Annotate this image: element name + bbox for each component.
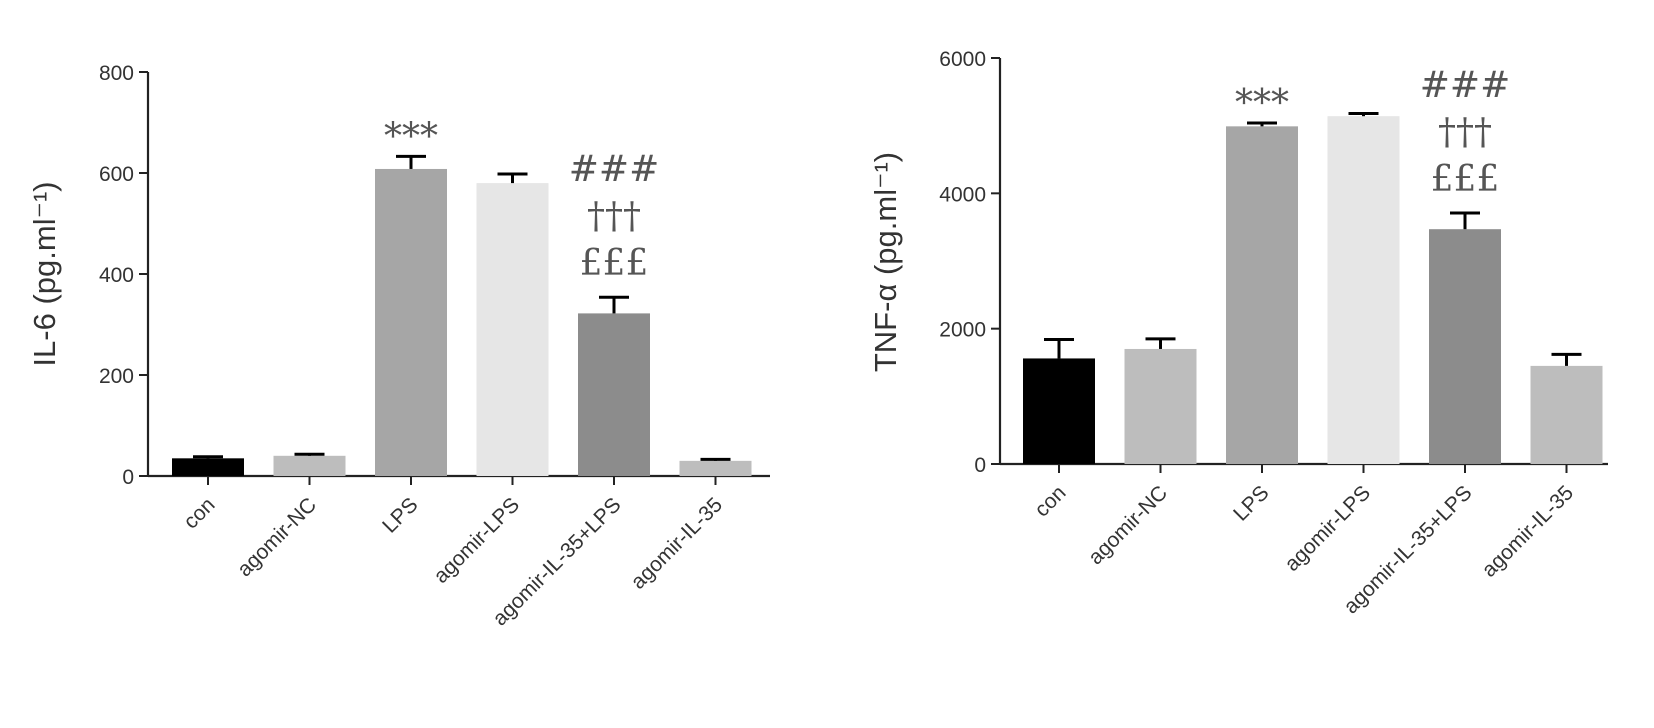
y-tick-label: 800 bbox=[99, 62, 134, 85]
bar-agomir-nc bbox=[273, 455, 346, 476]
bar-con bbox=[1023, 358, 1095, 464]
significance-marker: £££ bbox=[1431, 159, 1500, 200]
y-tick-label: 400 bbox=[99, 264, 134, 287]
y-axis-title: IL-6 (pg.ml⁻¹) bbox=[27, 181, 62, 366]
bar-con bbox=[172, 458, 244, 476]
x-category-label: agomir-IL-35 bbox=[1478, 481, 1578, 581]
x-category-label: agomir-NC bbox=[1084, 481, 1172, 569]
bar-agomir-nc bbox=[1124, 348, 1197, 464]
bar-agomir-il-35-lps bbox=[1429, 229, 1501, 464]
x-category-label: con bbox=[179, 493, 219, 533]
y-tick-label: 0 bbox=[974, 454, 986, 477]
bar-lps bbox=[375, 168, 447, 476]
bar-agomir-il-35-lps bbox=[578, 313, 650, 476]
chart-panel-1: 0 200 400 600 800 IL-6 (pg.ml⁻¹) con agomir-NC L… bbox=[27, 62, 770, 630]
bar-agomir-lps bbox=[1327, 116, 1400, 465]
significance-marker: ††† bbox=[587, 196, 641, 237]
x-category-label: agomir-LPS bbox=[1280, 481, 1375, 576]
bar-agomir-il-35 bbox=[1530, 365, 1603, 464]
bar-agomir-lps bbox=[476, 183, 549, 476]
significance-marker: ### bbox=[569, 149, 660, 190]
x-category-label: agomir-NC bbox=[233, 493, 321, 581]
bar-agomir-il-35 bbox=[679, 460, 752, 476]
y-axis-title: TNF-α (pg.ml⁻¹) bbox=[868, 152, 903, 372]
x-category-label: LPS bbox=[1229, 481, 1273, 525]
y-tick-label: 2000 bbox=[939, 319, 986, 342]
x-category-label: con bbox=[1030, 481, 1070, 521]
y-tick-label: 6000 bbox=[939, 48, 986, 71]
x-category-label: agomir-IL-35 bbox=[627, 493, 727, 593]
significance-marker: ††† bbox=[1438, 112, 1492, 153]
significance-marker: *** bbox=[1235, 83, 1289, 124]
x-category-label: LPS bbox=[378, 493, 422, 537]
y-tick-label: 4000 bbox=[939, 183, 986, 206]
y-tick-label: 600 bbox=[99, 163, 134, 186]
x-category-label: agomir-LPS bbox=[429, 493, 524, 588]
significance-marker: *** bbox=[384, 116, 438, 157]
significance-marker: ### bbox=[1420, 65, 1511, 106]
y-tick-label: 200 bbox=[99, 365, 134, 388]
chart-panel-2: 0 2000 4000 6000 TNF-α (pg.ml⁻¹) con agomir-NC… bbox=[868, 48, 1608, 618]
significance-marker: £££ bbox=[580, 243, 649, 284]
bar-lps bbox=[1226, 126, 1298, 465]
y-tick-label: 0 bbox=[122, 466, 134, 489]
